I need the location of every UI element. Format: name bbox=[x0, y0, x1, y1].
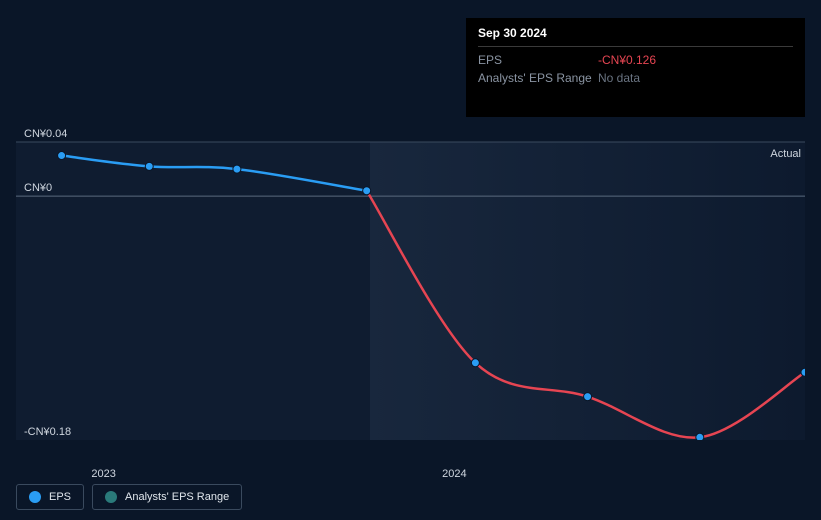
legend-item[interactable]: EPS bbox=[16, 484, 84, 510]
y-axis-label: CN¥0 bbox=[24, 182, 52, 194]
x-axis-label: 2023 bbox=[91, 468, 115, 480]
y-axis-label: -CN¥0.18 bbox=[24, 426, 71, 438]
tooltip-date: Sep 30 2024 bbox=[478, 26, 793, 47]
eps-chart: Actual CN¥0.04CN¥0-CN¥0.18 20232024 bbox=[16, 120, 805, 460]
y-axis-label: CN¥0.04 bbox=[24, 128, 67, 140]
tooltip-row: Analysts' EPS RangeNo data bbox=[478, 69, 793, 87]
legend-swatch bbox=[29, 491, 41, 503]
chart-tooltip: Sep 30 2024 EPS-CN¥0.126Analysts' EPS Ra… bbox=[466, 18, 805, 117]
legend-label: Analysts' EPS Range bbox=[125, 491, 229, 503]
legend-label: EPS bbox=[49, 491, 71, 503]
tooltip-row-label: EPS bbox=[478, 53, 598, 67]
chart-svg bbox=[16, 120, 805, 440]
legend-swatch bbox=[105, 491, 117, 503]
tooltip-row-label: Analysts' EPS Range bbox=[478, 71, 598, 85]
legend-item[interactable]: Analysts' EPS Range bbox=[92, 484, 242, 510]
tooltip-row-value: -CN¥0.126 bbox=[598, 53, 656, 67]
x-axis-label: 2024 bbox=[442, 468, 466, 480]
actual-region-label: Actual bbox=[770, 148, 801, 160]
tooltip-row-value: No data bbox=[598, 71, 640, 85]
legend: EPS Analysts' EPS Range bbox=[16, 484, 242, 510]
tooltip-row: EPS-CN¥0.126 bbox=[478, 51, 793, 69]
